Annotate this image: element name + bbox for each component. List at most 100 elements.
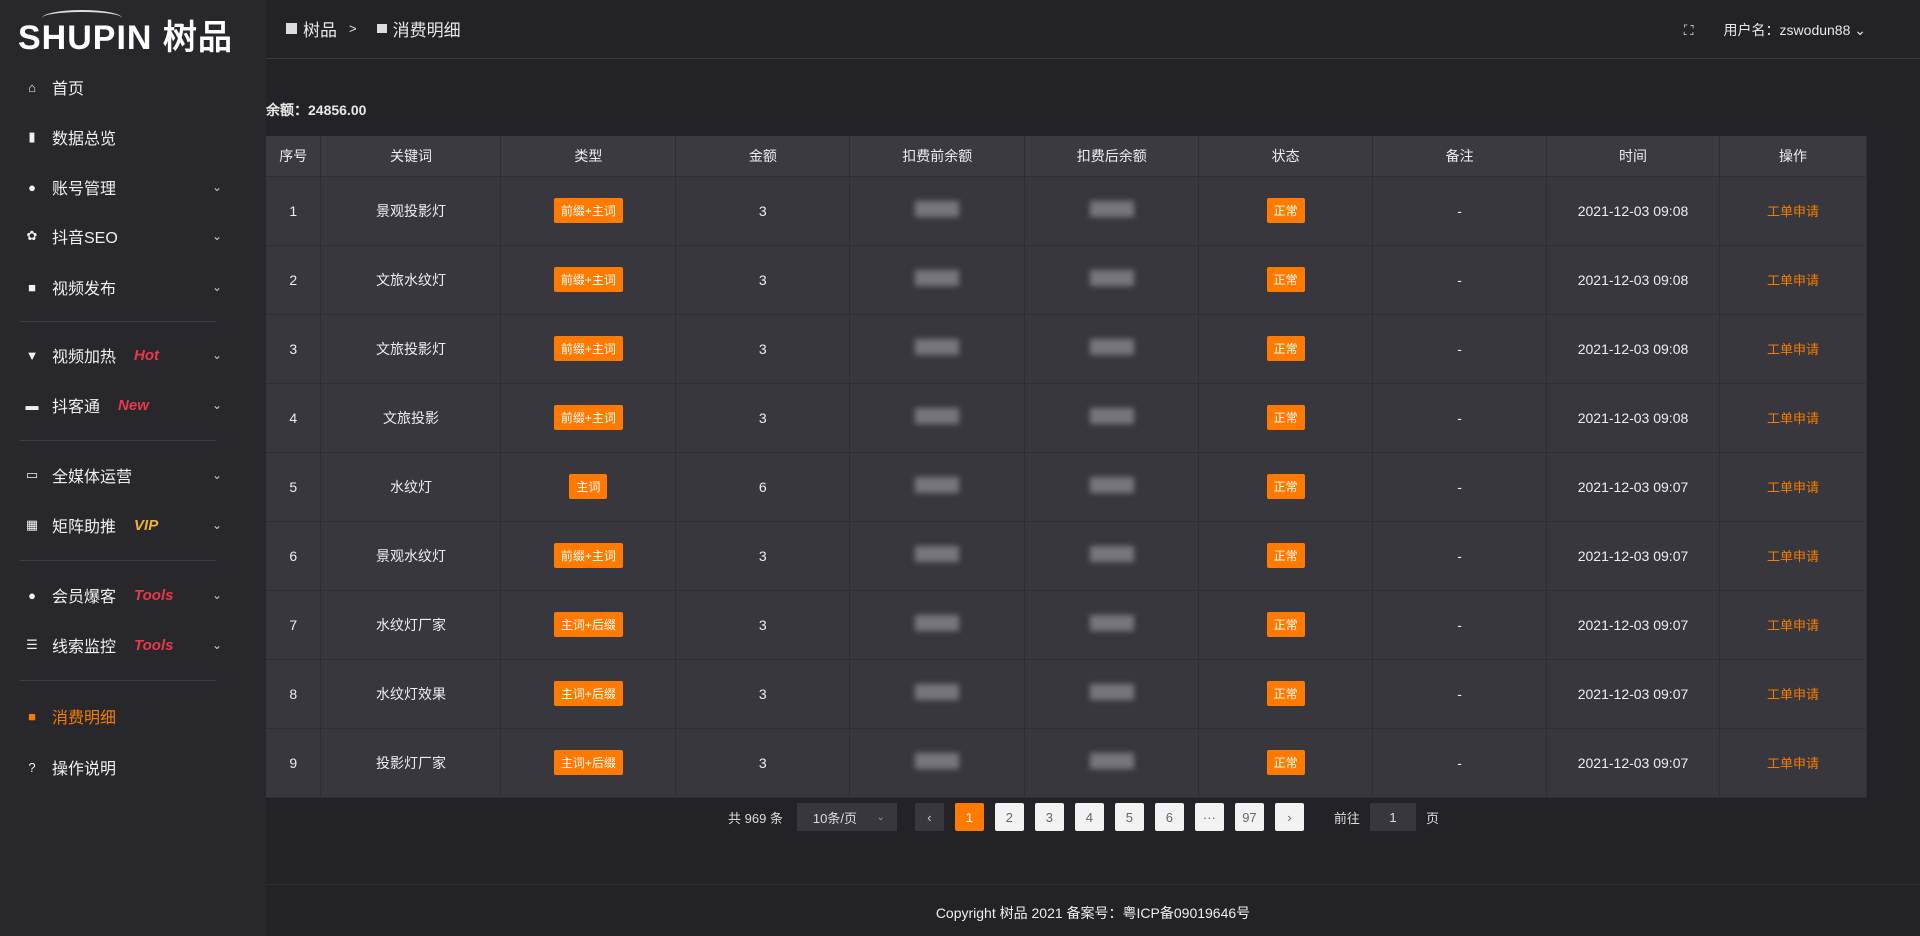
page-button[interactable]: 3 (1034, 803, 1064, 831)
sidebar-item-3[interactable]: ✿ 抖音SEO ⌄ (0, 216, 266, 256)
balance-after (1024, 590, 1200, 660)
table-row: 4 文旅投影 前缀+主词 3 正常 - 2021-12-03 09:08 工单申… (266, 383, 1868, 453)
keyword: 文旅投影灯 (320, 314, 502, 384)
action-cell: 工单申请 (1719, 590, 1868, 660)
user-area: ⛶ 用户名：zswodun88 ⌄ (1684, 20, 1866, 40)
sidebar-item-4[interactable]: ■ 视频发布 ⌄ (0, 267, 266, 307)
sidebar-item-12[interactable]: ? 操作说明 (0, 747, 266, 787)
page-button[interactable]: 97 (1234, 803, 1264, 831)
balance-after (1024, 176, 1200, 246)
column-header: 类型 (500, 136, 677, 177)
page-button[interactable]: 5 (1114, 803, 1144, 831)
keyword: 文旅投影 (320, 383, 502, 453)
ticket-apply-link[interactable]: 工单申请 (1766, 204, 1819, 219)
balance-after (1024, 521, 1200, 591)
table-row: 7 水纹灯厂家 主词+后缀 3 正常 - 2021-12-03 09:07 工单… (266, 590, 1868, 660)
page-button[interactable]: 6 (1154, 803, 1184, 831)
ticket-apply-link[interactable]: 工单申请 (1766, 549, 1819, 564)
status-cell: 正常 (1198, 245, 1374, 315)
time: 2021-12-03 09:07 (1546, 728, 1720, 798)
status-cell: 正常 (1198, 659, 1374, 729)
breadcrumb-separator: > (349, 21, 357, 36)
blurred-value (915, 270, 960, 286)
ticket-apply-link[interactable]: 工单申请 (1766, 411, 1819, 426)
balance-after (1024, 245, 1200, 315)
column-header: 备注 (1372, 136, 1548, 177)
sidebar-item-6[interactable]: ▬ 抖客通 New ⌄ (0, 385, 266, 425)
page-button[interactable]: 1 (954, 803, 984, 831)
sidebar-item-10[interactable]: ☰ 线索监控 Tools ⌄ (0, 625, 266, 665)
next-page-button[interactable]: › (1274, 803, 1304, 831)
ticket-apply-link[interactable]: 工单申请 (1766, 273, 1819, 288)
wallet-icon: ■ (28, 708, 36, 724)
chevron-down-icon: ⌄ (876, 811, 885, 823)
status-cell: 正常 (1198, 521, 1374, 591)
page-button[interactable]: 4 (1074, 803, 1104, 831)
ticket-apply-link[interactable]: 工单申请 (1766, 342, 1819, 357)
footer: Copyright 树品 2021 备案号：粤ICP备09019646号 (935, 905, 1251, 921)
sidebar-item-5[interactable]: ▼ 视频加热 Hot ⌄ (0, 335, 266, 375)
status-cell: 正常 (1198, 176, 1374, 246)
blurred-value (1089, 615, 1134, 631)
status-badge: 正常 (1266, 681, 1305, 706)
ticket-apply-link[interactable]: 工单申请 (1766, 687, 1819, 702)
keyword: 景观水纹灯 (320, 521, 502, 591)
sidebar-item-8[interactable]: ▦ 矩阵助推 VIP ⌄ (0, 505, 266, 545)
chevron-down-icon: ⌄ (212, 398, 223, 412)
time: 2021-12-03 09:08 (1546, 176, 1720, 246)
blurred-value (915, 684, 960, 700)
page-button[interactable]: ··· (1194, 803, 1224, 831)
sidebar-item-0[interactable]: ⌂ 首页 (0, 67, 266, 107)
goto-page: 前往 1 页 (1334, 803, 1439, 831)
ticket-apply-link[interactable]: 工单申请 (1766, 618, 1819, 633)
table-row: 3 文旅投影灯 前缀+主词 3 正常 - 2021-12-03 09:08 工单… (266, 314, 1868, 384)
page-size-select[interactable]: 10条/页 ⌄ (796, 803, 897, 831)
amount: 3 (675, 176, 851, 246)
keyword: 文旅水纹灯 (320, 245, 502, 315)
blurred-value (1089, 408, 1134, 424)
blurred-value (915, 615, 960, 631)
type-tag: 主词 (569, 474, 608, 499)
column-header: 金额 (675, 136, 851, 177)
sidebar-item-2[interactable]: ● 账号管理 ⌄ (0, 167, 266, 207)
keyword: 投影灯厂家 (320, 728, 502, 798)
type-tag: 前缀+主词 (553, 543, 623, 568)
table-row: 1 景观投影灯 前缀+主词 3 正常 - 2021-12-03 09:08 工单… (266, 176, 1868, 246)
action-cell: 工单申请 (1719, 728, 1868, 798)
ticket-apply-link[interactable]: 工单申请 (1766, 480, 1819, 495)
blurred-value (915, 546, 960, 562)
blurred-value (915, 339, 960, 355)
sidebar-item-11[interactable]: ■ 消费明细 (0, 696, 266, 736)
user-dropdown[interactable]: 用户名：zswodun88 ⌄ (1724, 20, 1866, 40)
home-crumb-icon (286, 23, 297, 34)
action-cell: 工单申请 (1719, 383, 1868, 453)
keyword: 水纹灯厂家 (320, 590, 502, 660)
balance-before (849, 590, 1026, 660)
remark: - (1372, 659, 1548, 729)
breadcrumb-home[interactable]: 树品 (303, 21, 337, 40)
page-button[interactable]: 2 (994, 803, 1024, 831)
type-tag: 前缀+主词 (553, 336, 623, 361)
prev-page-button[interactable]: ‹ (914, 803, 944, 831)
table-row: 6 景观水纹灯 前缀+主词 3 正常 - 2021-12-03 09:07 工单… (266, 521, 1868, 591)
type-tag: 主词+后缀 (553, 612, 623, 637)
wallet-crumb-icon (376, 24, 387, 33)
fullscreen-icon[interactable]: ⛶ (1683, 21, 1694, 38)
sidebar-divider (20, 321, 216, 322)
amount: 6 (675, 452, 851, 522)
sidebar-item-1[interactable]: ▮ 数据总览 (0, 117, 266, 157)
ticket-apply-link[interactable]: 工单申请 (1766, 756, 1819, 771)
sidebar-item-7[interactable]: ▭ 全媒体运营 ⌄ (0, 455, 266, 495)
balance-before (849, 521, 1026, 591)
keyword: 水纹灯 (320, 452, 502, 522)
sidebar-item-9[interactable]: ● 会员爆客 Tools ⌄ (0, 575, 266, 615)
total-count: 共 969 条 (728, 810, 783, 826)
table-row: 9 投影灯厂家 主词+后缀 3 正常 - 2021-12-03 09:07 工单… (266, 728, 1868, 798)
bar-chart-icon: ▮ (28, 129, 36, 144)
time: 2021-12-03 09:07 (1546, 521, 1720, 591)
sidebar-badge: VIP (134, 516, 159, 534)
sidebar: SHUPIN 树品 ⌂ 首页 ▮ 数据总览 ● 账号管理 ⌄ ✿ 抖音SEO ⌄ ■ 视频发布 ⌄ ▼ 视频… (0, 0, 266, 936)
goto-page-input[interactable]: 1 (1369, 803, 1416, 831)
amount: 3 (675, 383, 851, 453)
remark: - (1372, 383, 1548, 453)
